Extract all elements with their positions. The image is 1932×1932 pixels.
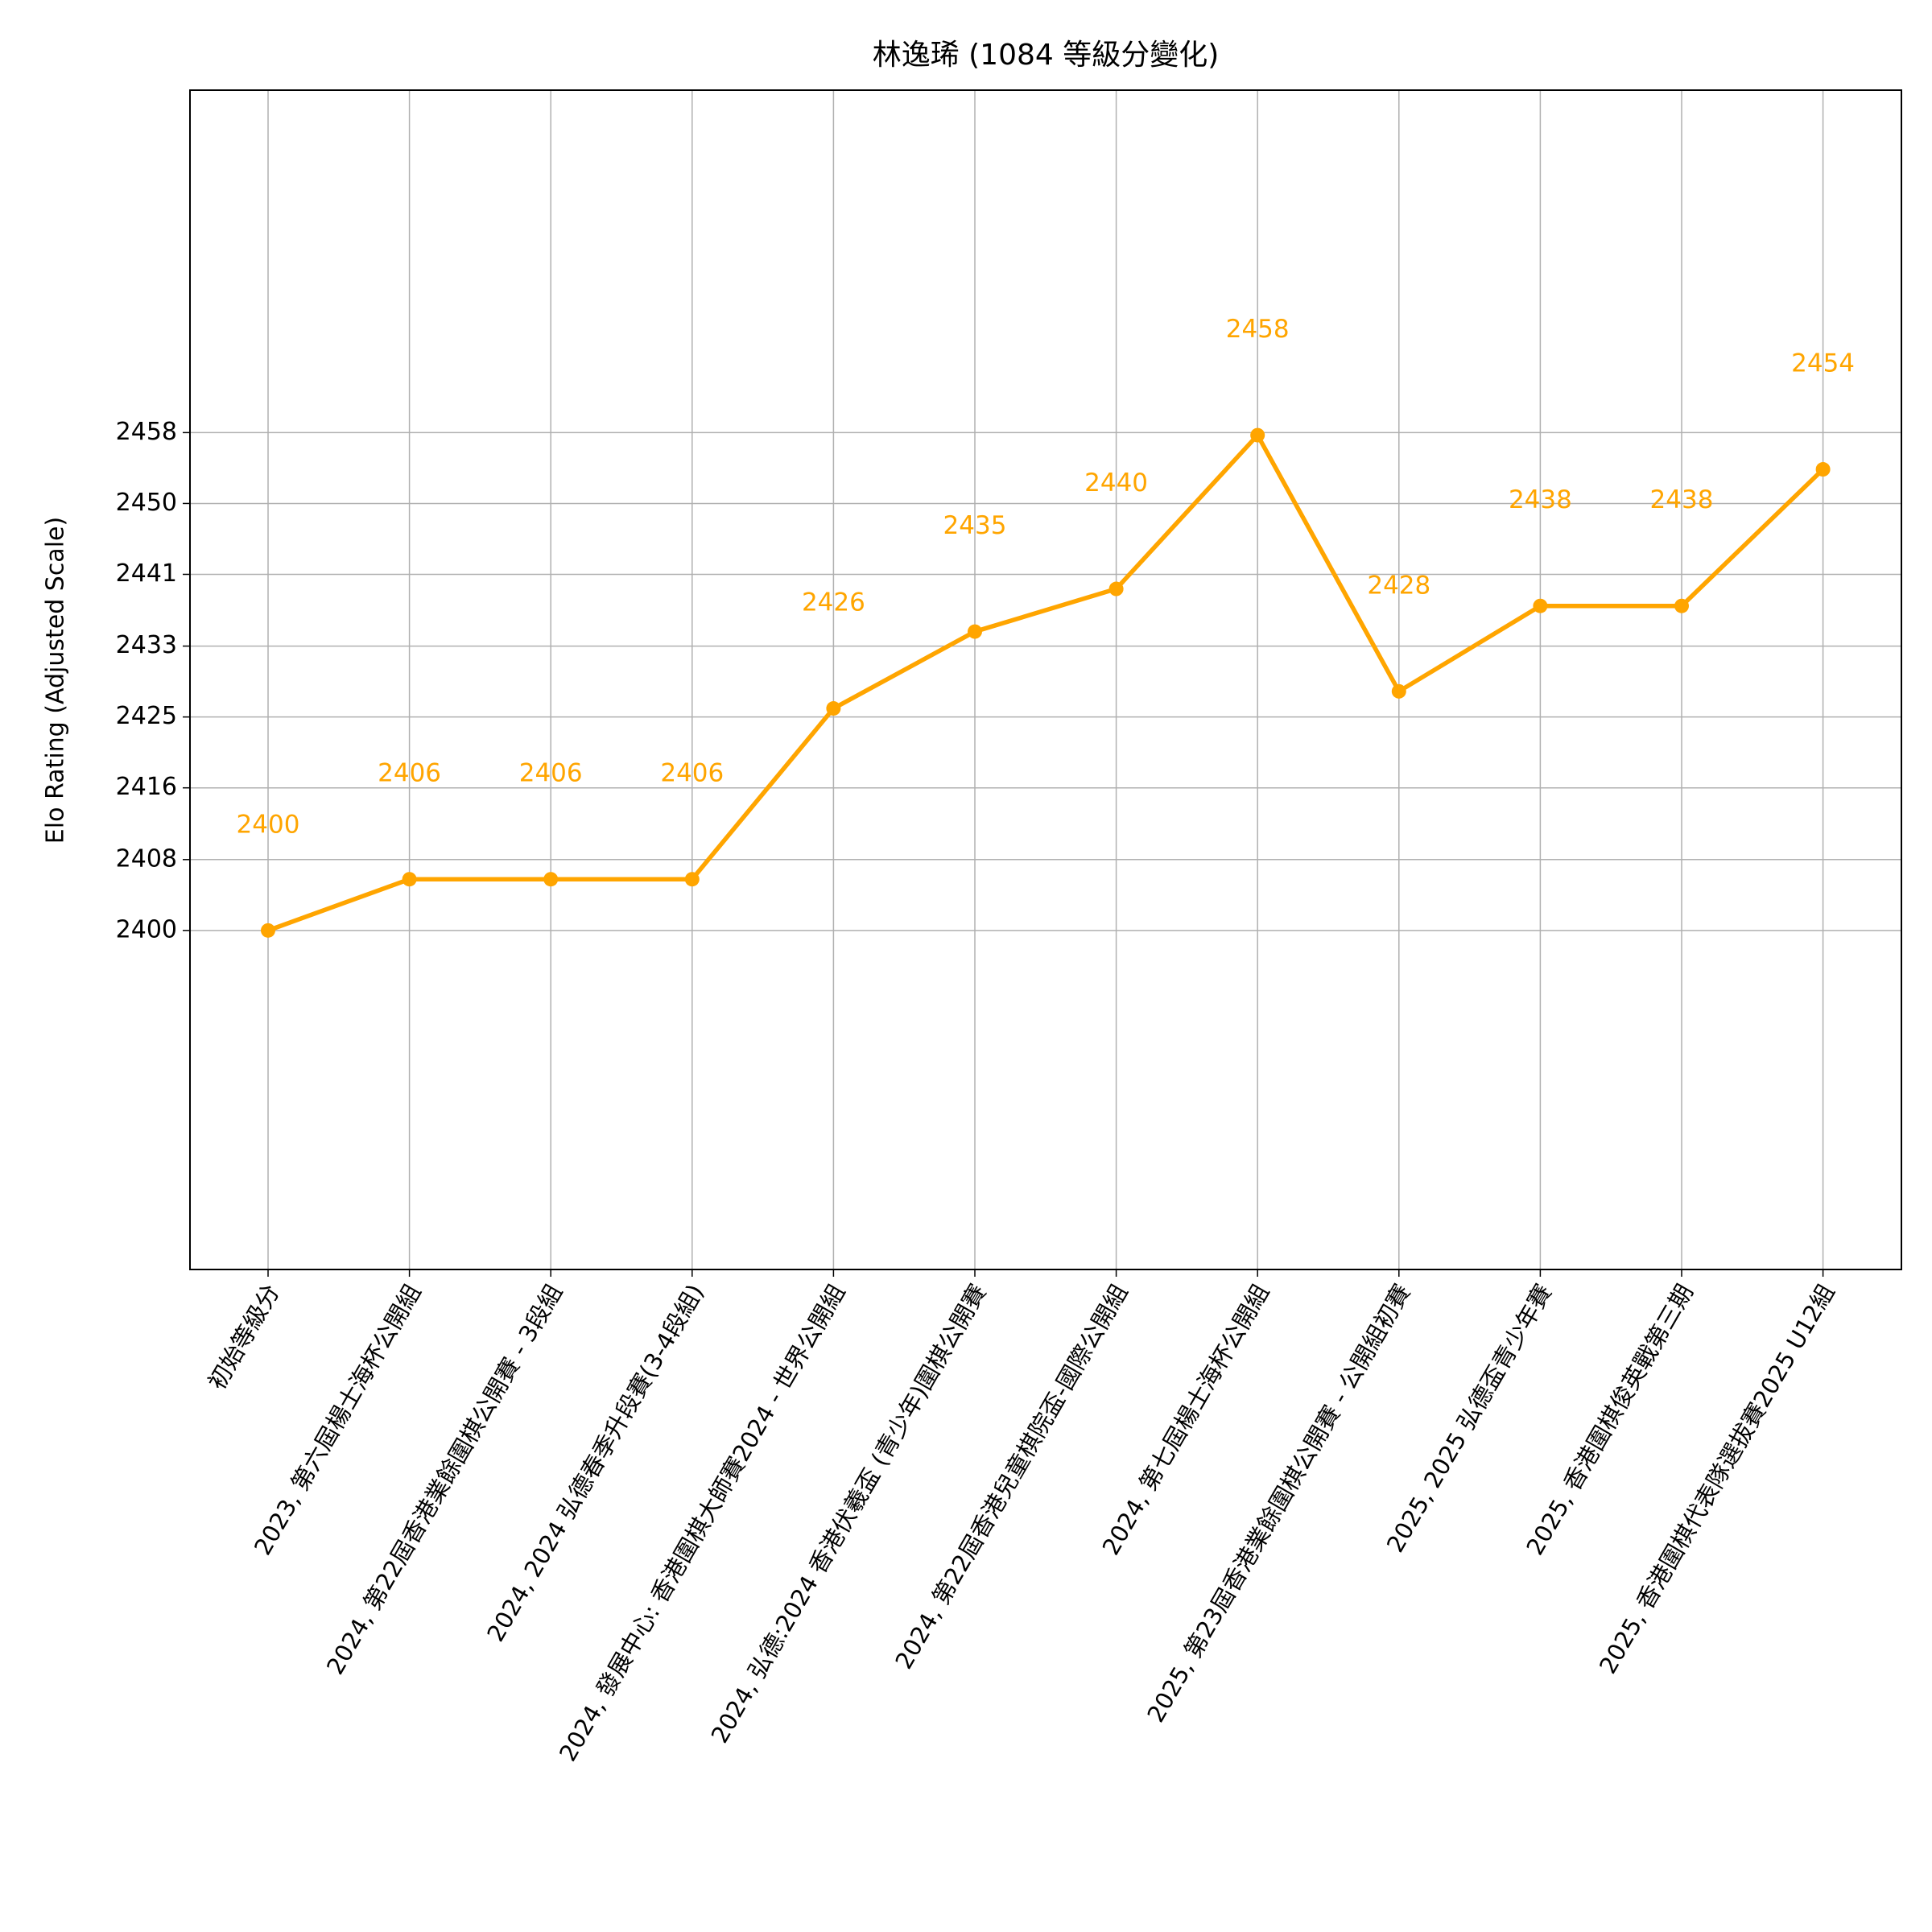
- data-point: [543, 872, 559, 887]
- data-label: 2406: [519, 759, 583, 788]
- data-point: [1108, 581, 1124, 597]
- y-tick-label: 2400: [116, 915, 177, 943]
- y-tick-label: 2458: [116, 418, 177, 446]
- data-label: 2426: [802, 588, 865, 617]
- data-line: [267, 432, 1825, 933]
- y-tick-label: 2450: [116, 489, 177, 517]
- data-label: 2454: [1791, 349, 1855, 378]
- data-point: [1533, 598, 1548, 613]
- plot-frame: [189, 89, 1902, 1270]
- data-label: 2406: [378, 759, 441, 788]
- data-label: 2406: [660, 759, 724, 788]
- data-label: 2438: [1650, 485, 1714, 514]
- y-tick-label: 2425: [116, 702, 177, 730]
- data-point: [1815, 462, 1831, 477]
- data-point: [1674, 598, 1689, 613]
- y-tick-label: 2408: [116, 844, 177, 873]
- y-tick-label: 2441: [116, 559, 177, 588]
- data-label: 2440: [1084, 469, 1148, 497]
- data-label: 2438: [1509, 485, 1572, 514]
- data-label: 2458: [1226, 315, 1290, 344]
- y-tick-label: 2416: [116, 773, 177, 801]
- data-label: 2400: [237, 810, 300, 839]
- data-point: [826, 701, 841, 716]
- data-point: [261, 923, 275, 938]
- data-point: [1391, 683, 1406, 699]
- data-point: [684, 872, 700, 887]
- y-axis-label: Elo Rating (Adjusted Scale): [42, 517, 70, 844]
- chart-title: 林逸琋 (1084 等級分變化): [873, 39, 1220, 72]
- data-point: [1250, 427, 1265, 443]
- data-point: [402, 872, 417, 887]
- data-point: [968, 624, 982, 639]
- data-label: 2428: [1367, 571, 1430, 600]
- y-tick-label: 2433: [116, 631, 177, 659]
- data-label: 2435: [943, 511, 1007, 540]
